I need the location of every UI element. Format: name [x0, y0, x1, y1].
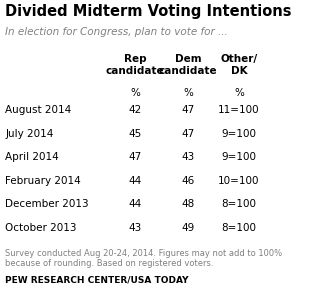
- Text: PEW RESEARCH CENTER/USA TODAY: PEW RESEARCH CENTER/USA TODAY: [5, 276, 189, 285]
- Text: 47: 47: [128, 152, 142, 162]
- Text: October 2013: October 2013: [5, 223, 77, 233]
- Text: %: %: [234, 88, 244, 98]
- Text: February 2014: February 2014: [5, 176, 81, 186]
- Text: 8=100: 8=100: [222, 199, 256, 209]
- Text: 44: 44: [128, 199, 142, 209]
- Text: July 2014: July 2014: [5, 129, 54, 139]
- Text: 45: 45: [128, 129, 142, 139]
- Text: 11=100: 11=100: [218, 105, 260, 116]
- Text: 43: 43: [182, 152, 195, 162]
- Text: 10=100: 10=100: [218, 176, 260, 186]
- Text: 43: 43: [128, 223, 142, 233]
- Text: 46: 46: [182, 176, 195, 186]
- Text: August 2014: August 2014: [5, 105, 72, 116]
- Text: Divided Midterm Voting Intentions: Divided Midterm Voting Intentions: [5, 4, 292, 19]
- Text: In election for Congress, plan to vote for ...: In election for Congress, plan to vote f…: [5, 27, 228, 37]
- Text: 47: 47: [182, 105, 195, 116]
- Text: %: %: [183, 88, 193, 98]
- Text: 9=100: 9=100: [222, 152, 256, 162]
- Text: 44: 44: [128, 176, 142, 186]
- Text: Survey conducted Aug 20-24, 2014. Figures may not add to 100%
because of roundin: Survey conducted Aug 20-24, 2014. Figure…: [5, 249, 282, 268]
- Text: 49: 49: [182, 223, 195, 233]
- Text: December 2013: December 2013: [5, 199, 89, 209]
- Text: 9=100: 9=100: [222, 129, 256, 139]
- Text: 42: 42: [128, 105, 142, 116]
- Text: Rep
candidate: Rep candidate: [106, 54, 164, 76]
- Text: Dem
candidate: Dem candidate: [159, 54, 218, 76]
- Text: 47: 47: [182, 129, 195, 139]
- Text: Other/
DK: Other/ DK: [220, 54, 258, 76]
- Text: April 2014: April 2014: [5, 152, 59, 162]
- Text: 48: 48: [182, 199, 195, 209]
- Text: %: %: [130, 88, 140, 98]
- Text: 8=100: 8=100: [222, 223, 256, 233]
